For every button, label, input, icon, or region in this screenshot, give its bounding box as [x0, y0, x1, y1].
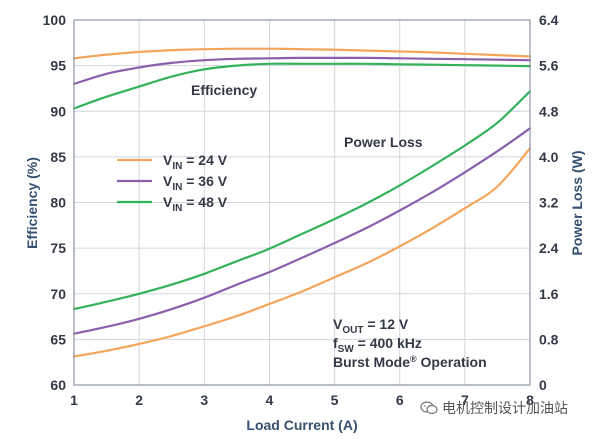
condition-line: Burst Mode® Operation — [333, 354, 487, 370]
y-axis-left-title: Efficiency (%) — [24, 157, 40, 249]
wechat-icon — [420, 401, 438, 415]
legend-label: VIN = 36 V — [163, 173, 228, 193]
power-loss-series-line-vin24 — [72, 147, 532, 358]
x-tick-label: 7 — [461, 392, 469, 408]
x-tick-label: 8 — [526, 392, 534, 408]
y-right-tick-label: 2.4 — [539, 240, 559, 256]
series-layer — [72, 47, 532, 358]
x-tick-label: 1 — [70, 392, 78, 408]
efficiency-series-line-vin48 — [72, 62, 532, 110]
x-tick-label: 3 — [200, 392, 208, 408]
efficiency-series-line-vin36 — [72, 56, 532, 85]
y-right-tick-label: 0.8 — [539, 331, 559, 347]
y-left-tick-label: 90 — [50, 103, 66, 119]
legend-label: VIN = 48 V — [163, 194, 228, 214]
y-right-tick-label: 6.4 — [539, 12, 559, 28]
y-left-tick-label: 70 — [50, 286, 66, 302]
x-axis-title: Load Current (A) — [246, 417, 357, 433]
y-left-tick-label: 60 — [50, 377, 66, 393]
power-loss-series-line-vin36 — [72, 127, 532, 335]
watermark-text: 电机控制设计加油站 — [442, 401, 568, 417]
y-left-tick-label: 80 — [50, 195, 66, 211]
y-left-tick-label: 100 — [43, 12, 67, 28]
y-right-tick-label: 5.6 — [539, 58, 559, 74]
power-loss-curves-label: Power Loss — [344, 134, 423, 150]
y-left-tick-label: 65 — [50, 331, 66, 347]
y-left-tick-label: 85 — [50, 149, 66, 165]
y-right-tick-label: 4.0 — [539, 149, 559, 165]
plot-frame — [73, 19, 531, 386]
y-right-tick-label: 0 — [539, 377, 547, 393]
condition-line: VOUT = 12 V — [333, 316, 409, 336]
x-tick-label: 2 — [135, 392, 143, 408]
x-tick-label: 6 — [396, 392, 404, 408]
x-tick-label: 5 — [331, 392, 339, 408]
efficiency-series-line-vin24 — [72, 47, 532, 60]
power-loss-series-line-vin48 — [72, 90, 532, 311]
y-left-tick-label: 75 — [50, 240, 66, 256]
y-right-tick-label: 4.8 — [539, 103, 559, 119]
legend-label: VIN = 24 V — [163, 152, 228, 172]
y-axis-right-title: Power Loss (W) — [569, 150, 585, 255]
y-left-tick-label: 95 — [50, 58, 66, 74]
efficiency-curves-label: Efficiency — [191, 82, 257, 98]
x-tick-label: 4 — [266, 392, 274, 408]
ticks-layer: 1 2 3 4 5 6 7 8 60 65 70 75 80 85 90 95 100 0 0.8 1.6 2.4 3.2… — [43, 12, 559, 408]
y-right-tick-label: 1.6 — [539, 286, 559, 302]
y-right-tick-label: 3.2 — [539, 195, 559, 211]
condition-line: fSW = 400 kHz — [333, 335, 422, 355]
watermark: 电机控制设计加油站 — [420, 398, 568, 418]
